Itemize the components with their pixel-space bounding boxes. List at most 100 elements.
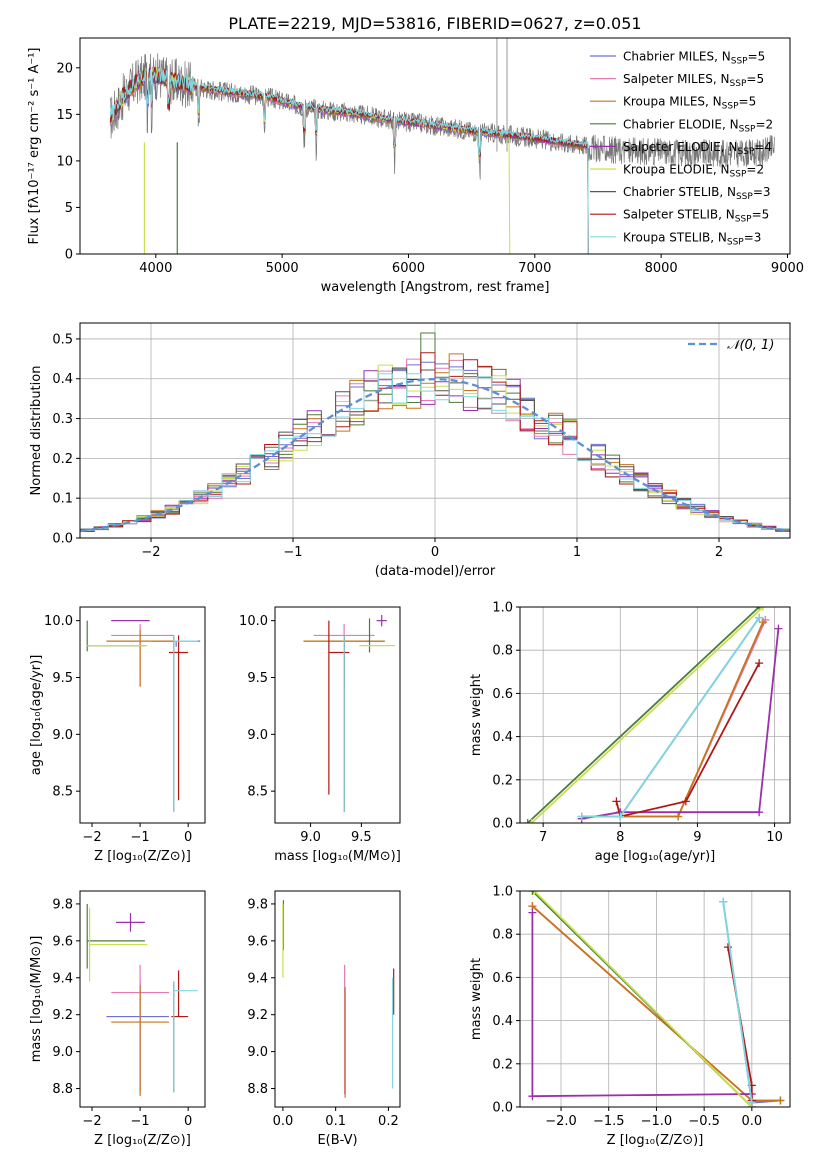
weight_vs_Z-ytick-label: 1.0 — [492, 885, 513, 900]
weight_vs_age-xtick-label: 9 — [693, 830, 701, 845]
weight_vs_Z-marker-3 — [528, 891, 537, 895]
mass_vs_Z-plot — [86, 903, 198, 1096]
mass_vs_ebv-ytick-label: 9.4 — [247, 971, 268, 986]
weight_vs_Z-ytick-label: 0.4 — [492, 1014, 513, 1029]
mass_vs_Z-ytick-label: 9.4 — [52, 971, 73, 986]
residuals-ylabel: Normed distribution — [29, 366, 44, 496]
weight_vs_Z-line-7 — [722, 901, 753, 1103]
spectrum-xtick-label: 4000 — [139, 261, 172, 276]
mass_vs_ebv-ytick-label: 8.8 — [247, 1082, 268, 1097]
weight_vs_age-marker-6 — [755, 659, 764, 668]
residuals-ytick-label: 0.1 — [52, 492, 73, 507]
weight_vs_Z-ytick-label: 0.8 — [492, 928, 513, 943]
residuals-xtick-label: 0 — [431, 545, 439, 560]
model-spectrum-8 — [109, 67, 589, 254]
residuals-xtick-label: −2 — [141, 545, 160, 560]
spectrum-ytick-label: 5 — [65, 201, 73, 216]
data-layer — [80, 38, 790, 1107]
weight_vs_Z-line-5 — [533, 891, 753, 1107]
mass_vs_Z-frame — [79, 890, 206, 1108]
age_vs_mass-xtick-label: 9.0 — [300, 830, 321, 845]
weight_vs_Z-marker-2 — [776, 1096, 785, 1105]
age_vs_Z-ytick-label: 10.0 — [44, 614, 73, 629]
weight_vs_Z-ytick-label: 0.2 — [492, 1057, 513, 1072]
weight_vs_age-line-7 — [581, 617, 760, 818]
mass_vs_ebv-frame — [274, 890, 401, 1108]
spectrum-xtick-label: 9000 — [771, 261, 804, 276]
weight_vs_age-frame — [519, 606, 791, 824]
age_vs_mass-ytick-label: 9.0 — [247, 728, 268, 743]
weight_vs_Z-xtick-label: −2.0 — [545, 1114, 577, 1129]
weight_vs_Z-plot — [528, 891, 785, 1107]
residuals-ytick-label: 0.0 — [52, 532, 73, 547]
legend-label-3: Chabrier ELODIE, NSSP=2 — [623, 117, 773, 134]
legend-label-2: Kroupa MILES, NSSP=5 — [623, 95, 756, 112]
age_vs_Z-plot — [86, 620, 201, 812]
weight_vs_Z-marker-5 — [530, 891, 539, 895]
weight_vs_age-xtick-label: 8 — [616, 830, 624, 845]
weight_vs_age-marker-7 — [755, 613, 764, 622]
age_vs_Z-ytick-label: 9.5 — [52, 671, 73, 686]
mass_vs_Z-ytick-label: 9.6 — [52, 934, 73, 949]
age_vs_mass-xlabel: mass [log₁₀(M/M⊙)] — [274, 849, 401, 864]
mass_vs_ebv-ytick-label: 9.2 — [247, 1008, 268, 1023]
age_vs_mass-ytick-label: 8.5 — [247, 785, 268, 800]
age_vs_Z-xlabel: Z [log₁₀(Z/Z⊙)] — [94, 849, 191, 864]
age_vs_Z-frame — [79, 606, 206, 824]
weight_vs_age-ytick-label: 0.8 — [492, 644, 513, 659]
residuals-xtick-label: 2 — [715, 545, 723, 560]
weight_vs_age-marker-6 — [612, 797, 621, 806]
mass_vs_ebv-ytick-label: 9.6 — [247, 934, 268, 949]
legend-layer: Chabrier MILES, NSSP=5 Salpeter MILES, NS… — [590, 50, 774, 353]
weight_vs_age-line-0 — [581, 617, 760, 818]
spectrum-ytick-label: 0 — [65, 248, 73, 263]
age_vs_mass-plot — [303, 614, 395, 812]
mass_vs_Z-xlabel: Z [log₁₀(Z/Z⊙)] — [94, 1133, 191, 1148]
legend-label-7: Salpeter STELIB, NSSP=5 — [623, 208, 769, 225]
age_vs_mass-xtick-label: 9.5 — [351, 830, 372, 845]
mass_vs_ebv-ytick-label: 9.8 — [247, 897, 268, 912]
legend-label-0: Chabrier MILES, NSSP=5 — [623, 50, 765, 67]
weight_vs_Z-ylabel: mass weight — [469, 958, 484, 1040]
residuals-ytick-label: 0.3 — [52, 412, 73, 427]
spectrum-xtick-label: 7000 — [518, 261, 551, 276]
residual-hist-7 — [80, 352, 790, 532]
weight_vs_Z-marker-4 — [528, 1092, 537, 1101]
spectrum-ytick-label: 15 — [56, 108, 73, 123]
weight_vs_age-marker-7 — [577, 812, 586, 821]
age_vs_mass-ytick-label: 10.0 — [239, 614, 268, 629]
mass_vs_ebv-plot — [282, 900, 395, 1098]
mass_vs_ebv-xtick-label: 0.1 — [325, 1114, 346, 1129]
age_vs_Z-xtick-label: 0 — [184, 830, 192, 845]
mass_vs_Z-xtick-label: −1 — [131, 1114, 150, 1129]
spectrum-ylabel: Flux [fλ10⁻¹⁷ erg cm⁻² s⁻¹ A⁻¹] — [27, 48, 42, 245]
spectrum-ytick-label: 20 — [56, 61, 73, 76]
residuals-ytick-label: 0.2 — [52, 452, 73, 467]
weight_vs_age-marker-5 — [527, 819, 536, 823]
age_vs_Z-xtick-label: −1 — [131, 830, 150, 845]
residuals-xlabel: (data-model)/error — [375, 564, 496, 579]
normal-legend-label: 𝒩(0, 1) — [727, 338, 774, 353]
weight_vs_age-marker-2 — [674, 812, 683, 821]
normal-curve — [80, 378, 788, 533]
weight_vs_age-plot — [523, 607, 783, 823]
weight_vs_age-xlabel: age [log₁₀(age/yr)] — [595, 849, 716, 864]
legend-label-6: Chabrier STELIB, NSSP=3 — [623, 185, 771, 202]
weight_vs_age-xtick-label: 7 — [539, 830, 547, 845]
weight_vs_Z-ytick-label: 0.6 — [492, 971, 513, 986]
weight_vs_Z-xtick-label: −0.5 — [688, 1114, 720, 1129]
grid-layer — [80, 323, 790, 1108]
legend-label-1: Salpeter MILES, NSSP=5 — [623, 72, 764, 89]
weight_vs_age-ytick-label: 0.2 — [492, 773, 513, 788]
residuals-plot — [80, 332, 790, 533]
figure-title: PLATE=2219, MJD=53816, FIBERID=0627, z=0… — [228, 14, 641, 33]
weight_vs_age-ytick-label: 0.0 — [492, 817, 513, 832]
mass_vs_Z-ytick-label: 9.8 — [52, 897, 73, 912]
mass_vs_ebv-ytick-label: 9.0 — [247, 1045, 268, 1060]
mass_vs_ebv-xlabel: E(B-V) — [317, 1133, 357, 1148]
weight_vs_age-line-4 — [581, 628, 780, 820]
spectrum-ytick-label: 10 — [56, 154, 73, 169]
residuals-xtick-label: −1 — [283, 545, 302, 560]
weight_vs_age-marker-4 — [774, 624, 783, 633]
mass_vs_Z-ytick-label: 9.0 — [52, 1045, 73, 1060]
